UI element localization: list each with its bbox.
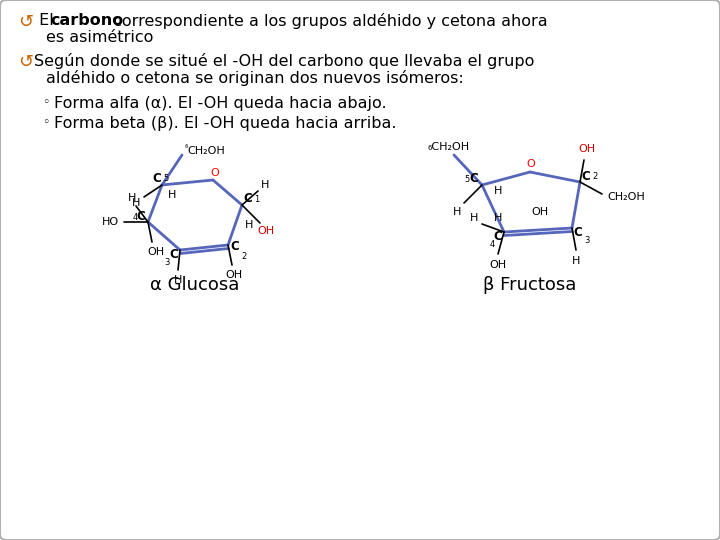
Text: Según donde se situé el -OH del carbono que llevaba el grupo: Según donde se situé el -OH del carbono … [34, 53, 534, 69]
Text: CH₂OH: CH₂OH [187, 146, 225, 156]
Text: C: C [469, 172, 478, 186]
Text: ↺: ↺ [18, 13, 33, 31]
Text: OH: OH [578, 144, 595, 154]
Text: α Glucosa: α Glucosa [150, 276, 240, 294]
Text: 5: 5 [163, 174, 168, 183]
Text: ₆: ₆ [184, 140, 188, 150]
Text: C: C [153, 172, 161, 185]
Text: 1: 1 [254, 195, 259, 204]
Text: OH: OH [225, 270, 243, 280]
Text: Forma alfa (α). El -OH queda hacia abajo.: Forma alfa (α). El -OH queda hacia abajo… [54, 96, 387, 111]
Text: H: H [572, 256, 580, 266]
Text: C: C [494, 230, 503, 242]
Text: ◦: ◦ [42, 96, 50, 109]
Text: C: C [170, 247, 179, 260]
Text: ◦: ◦ [42, 116, 50, 129]
Text: H: H [132, 198, 140, 208]
Text: H: H [245, 220, 253, 230]
Text: C: C [230, 240, 239, 253]
Text: C: C [582, 170, 590, 183]
Text: 4: 4 [490, 240, 495, 249]
Text: ₆CH₂OH: ₆CH₂OH [428, 142, 470, 152]
Text: ↺: ↺ [18, 53, 33, 71]
Text: 4: 4 [133, 213, 138, 222]
Text: correspondiente a los grupos aldéhido y cetona ahora: correspondiente a los grupos aldéhido y … [108, 13, 548, 29]
Text: aldéhido o cetona se originan dos nuevos isómeros:: aldéhido o cetona se originan dos nuevos… [46, 70, 464, 86]
Text: H: H [128, 193, 136, 203]
Text: O: O [526, 159, 536, 169]
Text: 2: 2 [241, 252, 246, 261]
Text: H: H [494, 186, 502, 196]
Text: C: C [243, 192, 253, 206]
Text: es asimétrico: es asimétrico [46, 30, 153, 45]
Text: 3: 3 [584, 236, 590, 245]
Text: H: H [174, 275, 182, 285]
Text: Forma beta (β). El -OH queda hacia arriba.: Forma beta (β). El -OH queda hacia arrib… [54, 116, 397, 131]
Text: H: H [168, 190, 176, 200]
Text: CH₂OH: CH₂OH [607, 192, 645, 202]
Text: H: H [494, 213, 502, 223]
Text: El: El [34, 13, 59, 28]
Text: H: H [453, 207, 462, 217]
Text: C: C [574, 226, 582, 239]
Text: H: H [261, 180, 269, 190]
Text: C: C [137, 211, 145, 224]
Text: OH: OH [258, 226, 274, 236]
Text: OH: OH [490, 260, 507, 270]
Text: HO: HO [102, 217, 119, 227]
Text: 2: 2 [592, 172, 598, 181]
Text: OH: OH [148, 247, 165, 257]
Text: 5: 5 [464, 175, 469, 184]
Text: H: H [470, 213, 478, 223]
Text: β Fructosa: β Fructosa [483, 276, 577, 294]
Text: O: O [211, 168, 220, 178]
Text: carbono: carbono [50, 13, 123, 28]
Text: OH: OH [531, 207, 549, 217]
Text: 3: 3 [164, 258, 169, 267]
